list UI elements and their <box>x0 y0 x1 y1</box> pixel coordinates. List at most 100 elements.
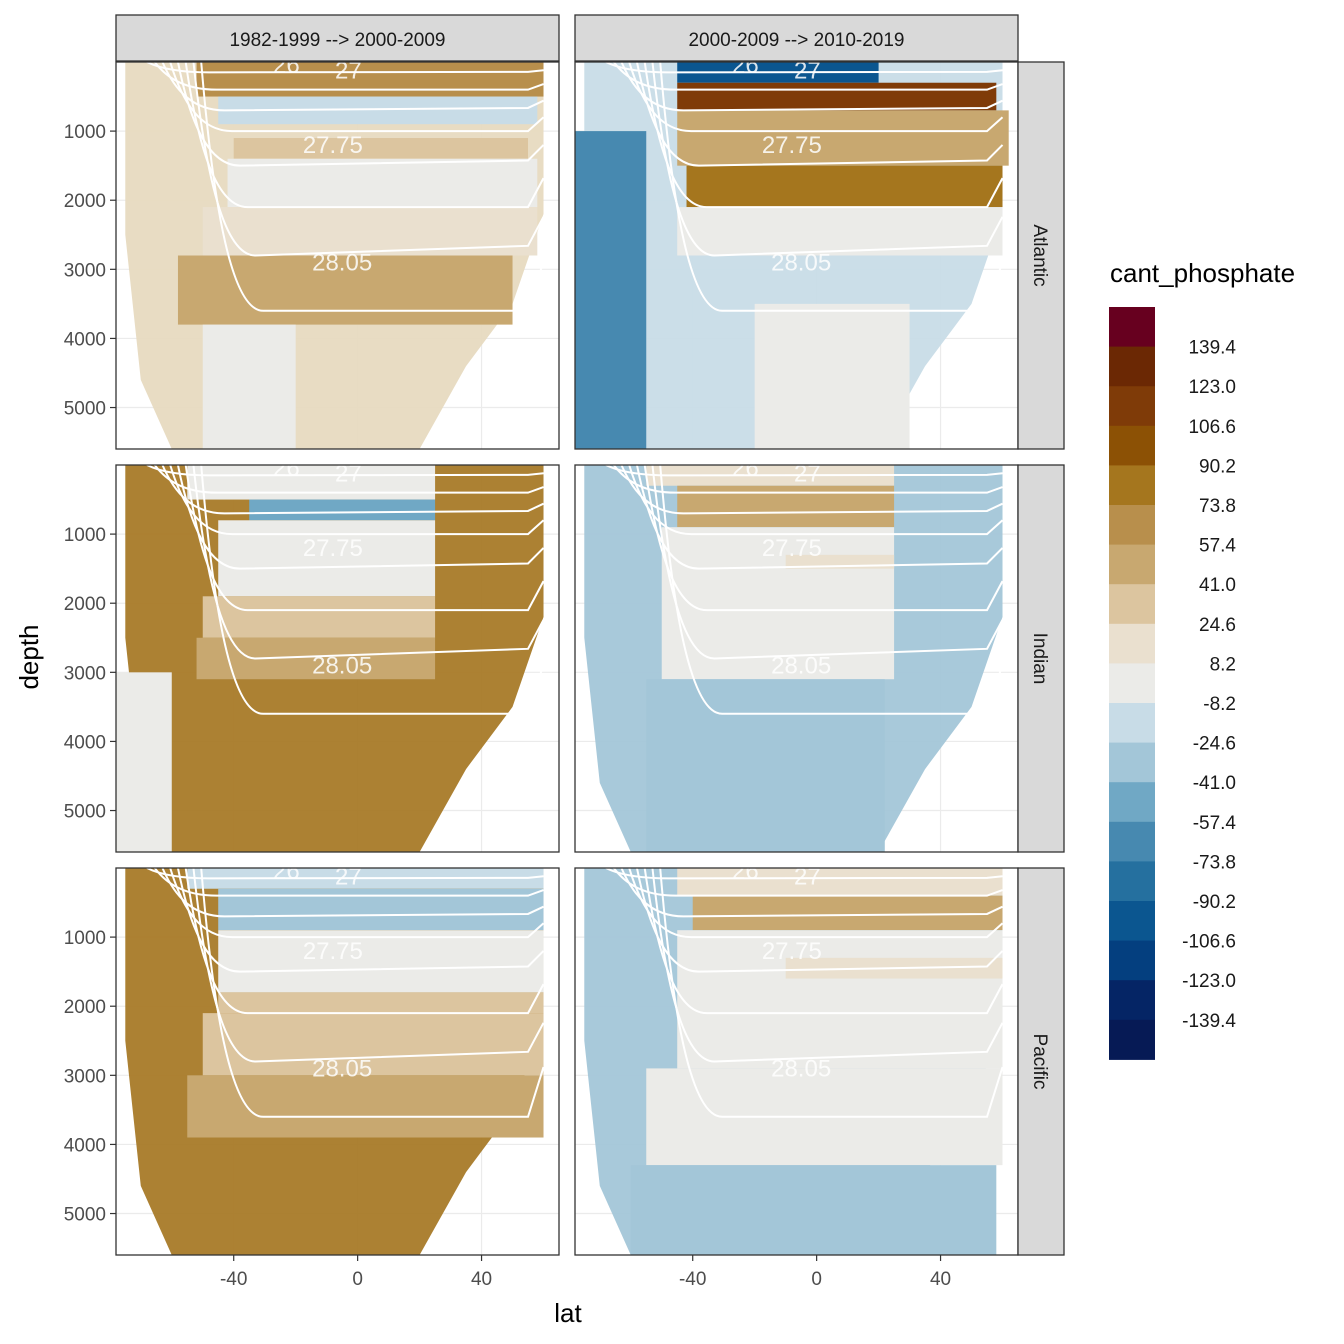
anomaly-band <box>692 895 1003 931</box>
x-tick-label: -40 <box>220 1269 247 1290</box>
anomaly-band <box>116 672 172 852</box>
panel-border <box>115 464 560 853</box>
legend-label: 90.2 <box>1199 456 1236 477</box>
legend-label: -73.8 <box>1193 852 1236 873</box>
legend-swatch <box>1109 901 1155 942</box>
density-contour <box>200 868 545 1118</box>
panel-indian-1: 26 27 27.75 28.05 <box>116 460 559 852</box>
contour-label: 27.75 <box>762 938 822 965</box>
anomaly-band <box>218 930 544 993</box>
legend-label: 8.2 <box>1210 654 1236 675</box>
contour-label: 27 <box>335 863 362 890</box>
contour-label: 26 <box>273 858 300 885</box>
panels-layer: 26 27 27.75 28.05 26 27 27.75 28.05 26 27 27.75 28.… <box>115 52 1019 1256</box>
anomaly-band <box>686 165 1003 208</box>
contour-label: 28.05 <box>312 249 372 276</box>
y-tick-label: 3000 <box>64 1066 106 1087</box>
legend-label: -123.0 <box>1182 971 1236 992</box>
anomaly-band <box>630 1165 997 1255</box>
anomaly-band <box>575 131 647 449</box>
density-contour <box>612 465 1003 494</box>
legend-label: 139.4 <box>1188 338 1236 359</box>
density-contour <box>659 465 1004 715</box>
x-tick-label: 0 <box>811 1269 822 1290</box>
anomaly-band <box>218 520 436 597</box>
contour-label: 27 <box>335 57 362 84</box>
anomaly-band <box>227 158 538 208</box>
y-tick-label: 4000 <box>64 732 106 753</box>
legend-swatch <box>1109 505 1155 546</box>
density-contour <box>192 465 545 660</box>
density-contour <box>659 868 1004 1118</box>
contour-label: 28.05 <box>312 1055 372 1082</box>
legend-swatch <box>1109 1019 1155 1060</box>
anomaly-band <box>249 499 436 521</box>
density-contour <box>635 465 1004 570</box>
density-contour <box>200 62 545 312</box>
density-contour <box>635 62 1004 167</box>
anomaly-band <box>677 82 997 111</box>
legend-swatch <box>1109 386 1155 427</box>
density-contour <box>176 465 545 570</box>
legend-layer: cant_phosphate 139.4 123.0 106.6 90.2 73.8 57.… <box>1109 258 1295 1060</box>
contour-label: 27.75 <box>762 132 822 159</box>
legend-label: -90.2 <box>1193 892 1236 913</box>
anomaly-band <box>646 679 885 852</box>
legend-swatch <box>1109 703 1155 744</box>
legend-swatch <box>1109 782 1155 823</box>
anomaly-band <box>754 303 910 449</box>
density-contour <box>192 62 545 257</box>
contour-label: 26 <box>273 52 300 79</box>
legend-label: 57.4 <box>1199 536 1236 557</box>
legend-label: 106.6 <box>1188 417 1236 438</box>
contour-label: 28.05 <box>771 249 831 276</box>
row-strip <box>1017 464 1065 853</box>
panel-pacific-2: 26 27 27.75 28.05 <box>575 863 1018 1255</box>
legend-swatch <box>1109 584 1155 625</box>
axes-layer: 1000200030004000500010002000300040005000… <box>64 122 951 1290</box>
y-tick-label: 3000 <box>64 260 106 281</box>
legend-swatch <box>1109 821 1155 862</box>
anomaly-band <box>677 207 1003 256</box>
contour-label: 27 <box>335 460 362 487</box>
x-axis-label: lat <box>554 1298 582 1328</box>
anomaly-band <box>677 868 1003 896</box>
contour-label: 28.05 <box>771 1055 831 1082</box>
contour-label: 28.05 <box>771 652 831 679</box>
legend-swatch <box>1109 346 1155 387</box>
x-tick-label: -40 <box>679 1269 706 1290</box>
y-tick-label: 4000 <box>64 1135 106 1156</box>
y-tick-label: 2000 <box>64 594 106 615</box>
anomaly-band <box>202 1013 544 1076</box>
column-strip <box>115 14 560 62</box>
contour-label: 27 <box>794 460 821 487</box>
anomaly-band <box>187 465 436 500</box>
panel-border <box>115 61 560 450</box>
anomaly-band <box>677 930 1003 1069</box>
contour-label: 27.75 <box>762 535 822 562</box>
y-tick-label: 2000 <box>64 997 106 1018</box>
row-strip-label: Pacific <box>1029 1034 1050 1090</box>
legend-swatch <box>1109 465 1155 506</box>
anomaly-band <box>202 324 296 449</box>
legend-label: -8.2 <box>1203 694 1236 715</box>
legend-swatch <box>1109 742 1155 783</box>
legend-label: -139.4 <box>1182 1011 1236 1032</box>
contour-label: 27 <box>794 863 821 890</box>
row-strip-label: Atlantic <box>1029 224 1050 286</box>
contour-label: 27 <box>794 57 821 84</box>
density-contour <box>651 868 1004 1063</box>
legend-swatch <box>1109 425 1155 466</box>
anomaly-band <box>677 110 1009 166</box>
x-tick-label: 40 <box>930 1269 951 1290</box>
density-contour <box>176 868 545 973</box>
column-strip <box>574 14 1019 62</box>
legend-label: -57.4 <box>1193 813 1237 834</box>
y-tick-label: 5000 <box>64 399 106 420</box>
column-strip-label: 1982-1999 --> 2000-2009 <box>229 30 445 51</box>
y-tick-label: 4000 <box>64 329 106 350</box>
contour-label: 27.75 <box>303 938 363 965</box>
density-contour <box>651 62 1004 257</box>
x-tick-label: 40 <box>471 1269 492 1290</box>
density-contour <box>192 868 545 1063</box>
